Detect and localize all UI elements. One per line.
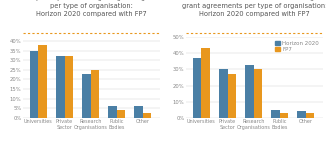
Bar bbox=[219, 69, 228, 118]
Bar bbox=[108, 106, 117, 118]
Bar bbox=[254, 69, 262, 118]
Bar bbox=[271, 110, 280, 118]
Bar bbox=[134, 106, 143, 118]
Bar bbox=[30, 51, 38, 118]
Bar bbox=[306, 113, 314, 118]
Bar bbox=[38, 45, 47, 118]
Bar bbox=[228, 74, 236, 118]
Text: Share of participations in signed grant agreements
per type of organisation:
Hor: Share of participations in signed grant … bbox=[6, 0, 177, 17]
Bar bbox=[297, 111, 306, 118]
Bar bbox=[56, 56, 65, 118]
Bar bbox=[280, 113, 288, 118]
Bar bbox=[91, 70, 99, 118]
Bar bbox=[193, 58, 201, 118]
Legend: Horizon 2020, FP7: Horizon 2020, FP7 bbox=[274, 40, 320, 53]
Bar bbox=[245, 65, 254, 118]
Bar bbox=[117, 110, 125, 118]
Bar bbox=[65, 56, 73, 118]
Bar bbox=[82, 74, 91, 118]
Bar bbox=[143, 113, 151, 118]
Text: Share of EU financial contribution in signed
grant agreements per type of organi: Share of EU financial contribution in si… bbox=[182, 0, 326, 17]
Bar bbox=[201, 49, 210, 118]
